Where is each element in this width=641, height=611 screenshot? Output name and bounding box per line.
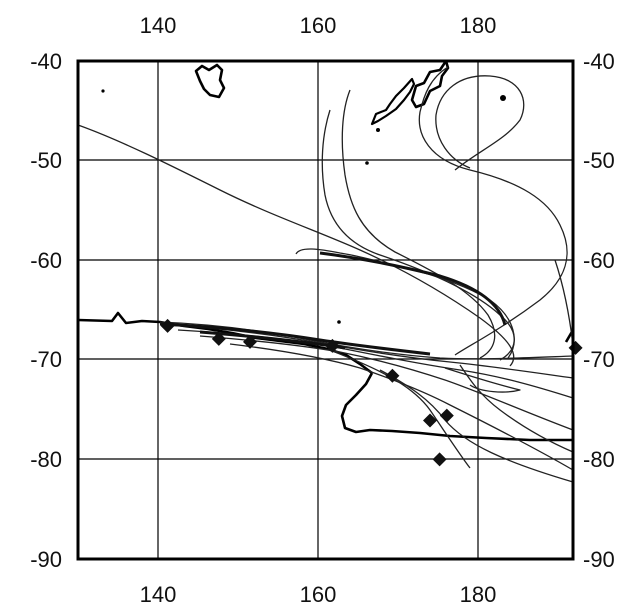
trajectory-line <box>341 89 496 359</box>
left-tick-label: -60 <box>30 248 62 273</box>
right-tick-label: -70 <box>583 347 615 372</box>
new-zealand-south-coastline <box>370 77 416 126</box>
left-tick-label: -70 <box>30 347 62 372</box>
trajectory-line <box>459 364 574 453</box>
top-tick-label: 180 <box>460 13 497 38</box>
trajectory-line <box>77 124 515 367</box>
trajectory-line <box>379 369 574 483</box>
trajectory-line <box>329 349 471 469</box>
station-marker <box>568 340 583 355</box>
station-marker <box>423 413 437 428</box>
bottom-tick-label: 140 <box>140 582 177 607</box>
right-tick-label: -60 <box>583 248 615 273</box>
right-tick-label: -40 <box>583 49 615 74</box>
islands <box>101 89 506 324</box>
island-dot <box>337 320 341 324</box>
station-marker <box>160 318 175 333</box>
island-dot <box>376 128 380 132</box>
station-marker <box>439 408 454 423</box>
trajectory-line <box>418 66 568 356</box>
left-tick-label: -80 <box>30 447 62 472</box>
tasmania-coastline <box>194 63 226 99</box>
top-tick-label: 160 <box>300 13 337 38</box>
tick-labels: 140 160 180 140 160 180 -40 -50 -60 -70 … <box>30 13 615 607</box>
trajectory-line <box>321 109 515 361</box>
trajectory-line-bold <box>319 251 507 326</box>
top-tick-label: 140 <box>140 13 177 38</box>
trajectory-lines <box>77 66 574 483</box>
island-dot <box>500 95 506 101</box>
island-dot <box>101 89 105 93</box>
bottom-tick-label: 180 <box>460 582 497 607</box>
trajectory-line-bold <box>159 322 431 356</box>
bottom-tick-label: 160 <box>300 582 337 607</box>
station-marker <box>432 452 447 467</box>
trajectory-line <box>444 367 521 393</box>
trajectory-line <box>199 335 574 431</box>
trajectory-line <box>229 343 574 471</box>
new-zealand-north-coastline <box>410 59 450 109</box>
station-marker <box>325 338 340 353</box>
left-tick-label: -90 <box>30 547 62 572</box>
right-tick-label: -50 <box>583 148 615 173</box>
left-tick-label: -50 <box>30 148 62 173</box>
station-markers <box>160 318 583 467</box>
map-frame <box>76 59 575 561</box>
left-tick-label: -40 <box>30 49 62 74</box>
right-tick-label: -80 <box>583 447 615 472</box>
island-dot <box>365 161 369 165</box>
right-tick-label: -90 <box>583 547 615 572</box>
station-marker <box>211 331 226 346</box>
station-marker <box>385 368 400 383</box>
ross-ice-shelf-coastline <box>340 372 573 442</box>
trajectory-bundle <box>159 251 507 356</box>
trajectory-line <box>435 75 525 171</box>
station-marker <box>243 334 257 349</box>
